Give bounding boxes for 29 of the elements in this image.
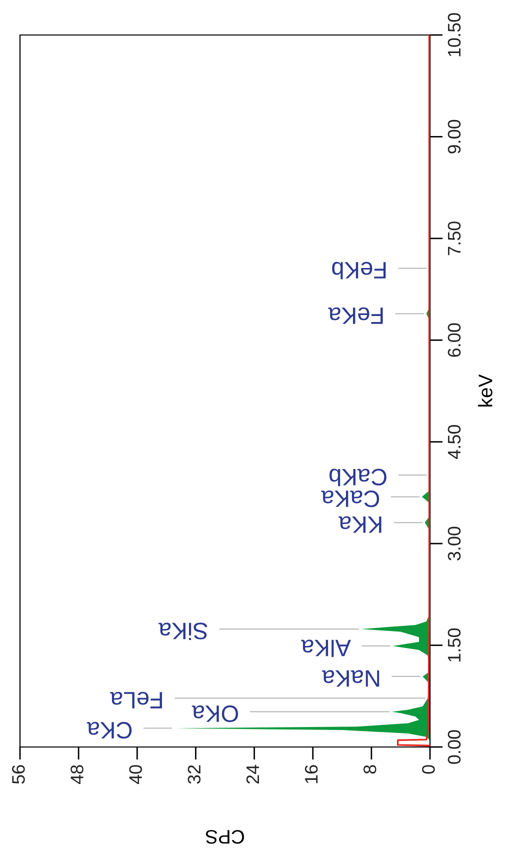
annotation: NaKa	[322, 670, 380, 687]
y-tick-label: 6.00	[448, 323, 461, 357]
annotation: KKa	[338, 516, 382, 533]
annotation: AlKa	[301, 640, 351, 657]
x-axis-title: CPS	[206, 830, 244, 844]
y-tick-label: 4.50	[448, 424, 461, 460]
x-tick-label: 24	[246, 764, 259, 784]
annotation: OKa	[192, 705, 238, 722]
x-tick-label: 40	[129, 765, 142, 784]
y-tick-label: 7.50	[448, 222, 461, 256]
annotation: CaKb	[330, 468, 386, 486]
y-tick-label: 0.00	[448, 730, 461, 764]
x-tick-label: 16	[304, 765, 318, 784]
y-tick-label: 3.00	[448, 526, 461, 560]
annotation: SiKa	[158, 622, 208, 640]
annotation: FeKb	[332, 262, 386, 280]
x-tick-label: 48	[70, 765, 84, 784]
x-tick-label: 0	[422, 765, 435, 774]
x-tick-label: 32	[188, 765, 201, 784]
annotation: CaKa	[321, 490, 380, 508]
y-tick-label: 9.00	[448, 120, 461, 154]
annotation: CKa	[86, 722, 132, 739]
x-tick-label: 56	[12, 765, 25, 784]
y-tick-label: 1.50	[448, 628, 461, 662]
y-tick-label: 10.50	[448, 13, 461, 56]
annotation: FeKa	[328, 307, 383, 324]
x-tick-label: 8	[363, 765, 376, 774]
annotation: FeLa	[110, 692, 162, 708]
y-axis-title: keV	[478, 374, 492, 406]
